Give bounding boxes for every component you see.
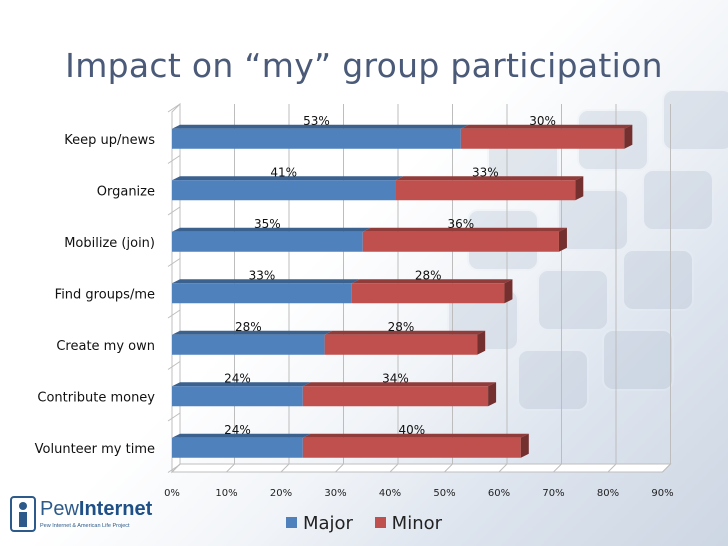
bar-minor bbox=[324, 334, 478, 355]
bar-minor-top bbox=[302, 382, 497, 387]
category-label: Mobilize (join) bbox=[64, 236, 155, 251]
x-tick-label: 0% bbox=[164, 488, 180, 499]
bar-major bbox=[172, 437, 303, 458]
logo-brand-bold: Internet bbox=[78, 498, 153, 520]
bar-minor-top bbox=[460, 124, 633, 129]
bar-major bbox=[172, 334, 325, 355]
bar-minor-side bbox=[520, 433, 529, 458]
gridline-floor bbox=[335, 463, 344, 473]
bar-minor bbox=[351, 283, 505, 304]
category-tick bbox=[167, 155, 181, 164]
category-label: Contribute money bbox=[37, 390, 155, 405]
category-tick bbox=[167, 412, 181, 422]
data-label: 24% bbox=[224, 423, 251, 437]
bar-minor-top bbox=[302, 433, 529, 438]
bar-major bbox=[172, 231, 363, 252]
gridline-floor bbox=[607, 463, 617, 473]
logo-wordmark: PewInternet bbox=[40, 498, 152, 521]
bar-major-top bbox=[172, 279, 360, 284]
chart-floor bbox=[170, 463, 672, 473]
gridline-floor bbox=[444, 463, 453, 473]
gridline-floor bbox=[389, 463, 399, 473]
data-label: 28% bbox=[415, 268, 442, 282]
legend-label-minor: Minor bbox=[391, 513, 443, 534]
bar-minor-top bbox=[351, 279, 513, 284]
x-tick-label: 30% bbox=[324, 488, 346, 499]
data-label: 40% bbox=[398, 423, 425, 437]
bar-minor bbox=[362, 231, 559, 252]
gridline-floor bbox=[226, 463, 235, 473]
chart-title: Impact on “my” group participation bbox=[65, 46, 663, 85]
x-tick-label: 60% bbox=[488, 488, 510, 499]
gridline-floor bbox=[553, 463, 562, 473]
category-tick bbox=[167, 258, 181, 267]
pew-logo-mark bbox=[10, 496, 36, 532]
category-label: Find groups/me bbox=[55, 287, 155, 302]
bar-minor-side bbox=[558, 227, 567, 252]
category-label: Create my own bbox=[56, 339, 155, 354]
bar-minor bbox=[395, 180, 576, 201]
bar-major-top bbox=[172, 176, 404, 181]
bar-minor-side bbox=[504, 279, 513, 304]
x-tick-label: 80% bbox=[597, 488, 619, 499]
bar-major bbox=[172, 386, 303, 407]
category-label: Volunteer my time bbox=[35, 442, 155, 457]
legend-swatch-major bbox=[285, 517, 297, 528]
legend-label-major: Major bbox=[302, 513, 353, 534]
legend-swatch-minor bbox=[374, 517, 386, 528]
pew-internet-logo: PewInternet Pew Internet & American Life… bbox=[10, 494, 170, 538]
x-tick-label: 90% bbox=[651, 488, 673, 499]
data-label: 53% bbox=[303, 114, 330, 128]
bar-minor-top bbox=[324, 330, 486, 335]
bar-minor-top bbox=[395, 176, 584, 181]
bar-minor-side bbox=[477, 330, 486, 355]
category-label: Organize bbox=[97, 184, 155, 199]
bar-major bbox=[172, 128, 461, 149]
gridline-floor bbox=[662, 463, 671, 473]
legend: Major Minor bbox=[0, 513, 728, 534]
category-tick bbox=[167, 103, 181, 113]
bar-minor bbox=[302, 386, 489, 407]
data-label: 28% bbox=[235, 320, 262, 334]
bar-major-top bbox=[172, 382, 311, 387]
bar-minor-side bbox=[624, 124, 633, 149]
x-tick-label: 70% bbox=[542, 488, 564, 499]
x-tick-label: 20% bbox=[270, 488, 292, 499]
data-label: 36% bbox=[448, 217, 475, 231]
bar-major-top bbox=[172, 433, 311, 438]
category-tick bbox=[167, 361, 181, 370]
category-tick bbox=[167, 309, 181, 319]
data-label: 30% bbox=[529, 114, 556, 128]
x-tick-label: 50% bbox=[433, 488, 455, 499]
data-label: 41% bbox=[270, 165, 297, 179]
category-tick bbox=[167, 206, 181, 216]
bar-major-top bbox=[172, 124, 469, 129]
data-label: 35% bbox=[254, 217, 281, 231]
bar-minor bbox=[302, 437, 521, 458]
logo-brand-plain: Pew bbox=[40, 498, 79, 520]
category-label: Keep up/news bbox=[64, 133, 155, 148]
bar-minor-side bbox=[575, 176, 584, 201]
category-tick bbox=[167, 464, 181, 473]
logo-tagline: Pew Internet & American Life Project bbox=[40, 523, 130, 529]
data-label: 34% bbox=[382, 371, 409, 385]
data-label: 24% bbox=[224, 371, 251, 385]
x-tick-label: 40% bbox=[379, 488, 401, 499]
x-tick-label: 10% bbox=[215, 488, 237, 499]
data-label: 33% bbox=[472, 165, 499, 179]
bar-minor-side bbox=[488, 382, 497, 407]
bar-minor bbox=[460, 128, 625, 149]
legend-item-major: Major bbox=[285, 513, 353, 534]
bar-major-top bbox=[172, 227, 371, 232]
gridline-floor bbox=[498, 463, 508, 473]
data-label: 33% bbox=[249, 268, 276, 282]
bar-major-top bbox=[172, 330, 333, 335]
bar-minor-top bbox=[362, 227, 567, 232]
gridline-floor bbox=[280, 463, 290, 473]
data-label: 28% bbox=[388, 320, 415, 334]
bar-major bbox=[172, 180, 396, 201]
bar-major bbox=[172, 283, 352, 304]
legend-item-minor: Minor bbox=[374, 513, 443, 534]
